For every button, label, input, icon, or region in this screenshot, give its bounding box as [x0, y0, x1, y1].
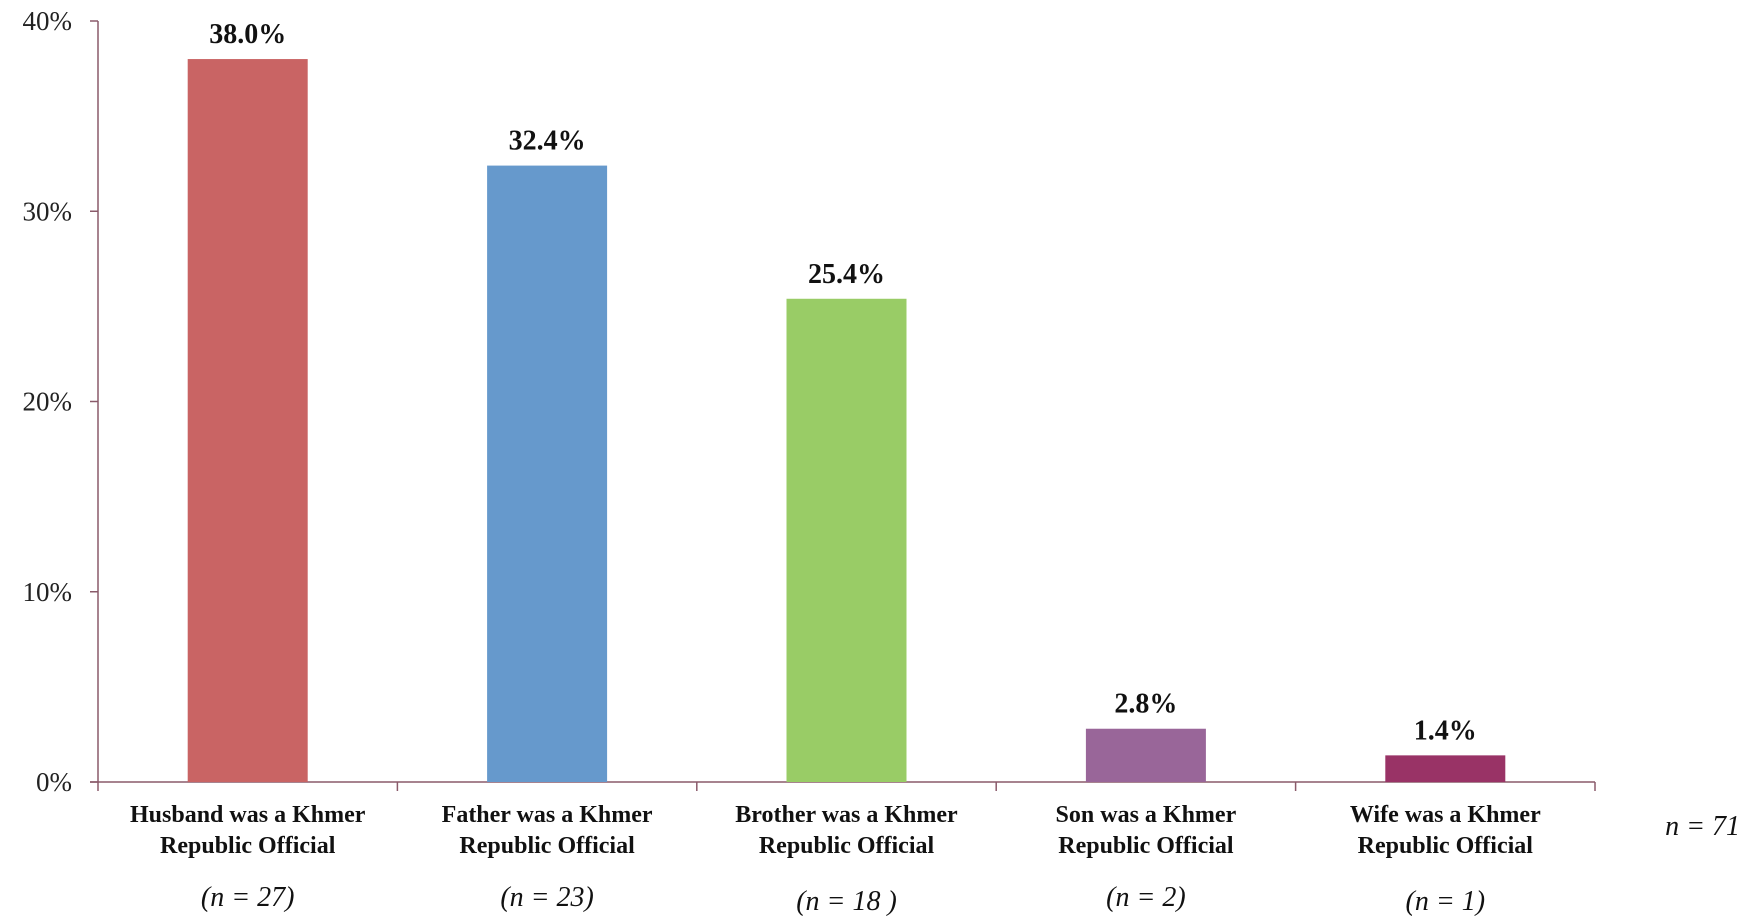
data-label: 32.4% [509, 126, 586, 157]
category-label: Republic Official [1058, 833, 1234, 859]
chart-bars [187, 59, 1506, 783]
total-n-label: n = 71 [1665, 811, 1740, 842]
category-n-label: (n = 1) [1406, 886, 1486, 916]
bar [187, 59, 308, 783]
category-n-label: (n = 2) [1106, 882, 1186, 913]
y-tick-label: 40% [23, 6, 73, 36]
data-label: 38.0% [209, 19, 286, 50]
category-label: Republic Official [459, 833, 635, 859]
y-tick-label: 10% [23, 577, 73, 607]
bar [487, 165, 608, 783]
y-tick-label: 30% [23, 196, 73, 226]
data-label: 25.4% [808, 259, 885, 290]
category-label: Wife was a Khmer [1350, 802, 1541, 828]
y-tick-label: 0% [36, 767, 72, 797]
category-label: Republic Official [759, 833, 935, 859]
category-label: Son was a Khmer [1056, 802, 1237, 828]
data-label: 1.4% [1414, 715, 1477, 746]
bar [786, 298, 907, 782]
category-label: Republic Official [160, 833, 336, 859]
category-label: Husband was a Khmer [130, 802, 366, 828]
data-label: 2.8% [1114, 689, 1177, 720]
y-tick-label: 20% [23, 387, 73, 417]
category-n-label: (n = 23) [500, 882, 594, 913]
chart-axes: 0% 10% 20% 30% 40% [23, 6, 1596, 797]
bar [1085, 728, 1206, 782]
category-label: Father was a Khmer [442, 802, 653, 828]
category-n-label: (n = 18 ) [796, 886, 897, 916]
chart-labels: 38.0% Husband was a Khmer Republic Officia… [130, 19, 1541, 916]
category-label: Republic Official [1358, 833, 1534, 859]
bar [1385, 755, 1506, 782]
category-label: Brother was a Khmer [735, 802, 958, 828]
category-n-label: (n = 27) [201, 882, 295, 913]
